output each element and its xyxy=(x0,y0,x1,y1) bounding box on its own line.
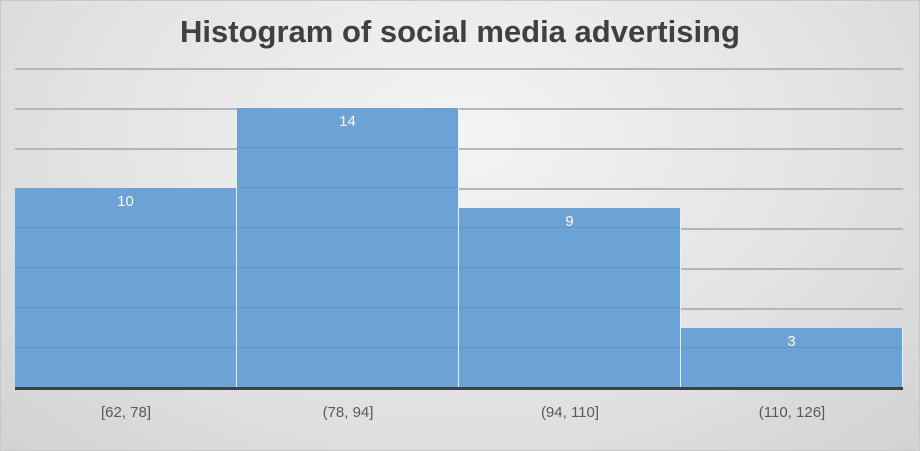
x-tick-label: (94, 110] xyxy=(540,404,600,421)
histogram-bar: 9 xyxy=(459,208,681,388)
histogram-bar: 10 xyxy=(15,188,237,388)
x-tick-label: (78, 94] xyxy=(322,404,374,421)
gridline xyxy=(237,227,458,228)
x-axis-line xyxy=(15,387,903,390)
gridline xyxy=(15,347,236,348)
gridline xyxy=(15,267,236,268)
gridline xyxy=(237,187,458,188)
gridline xyxy=(15,188,903,190)
data-label: 10 xyxy=(117,193,134,210)
x-tick-label: (110, 126] xyxy=(758,404,826,421)
data-label: 9 xyxy=(565,213,574,230)
gridline xyxy=(459,227,680,228)
x-tick-label: [62, 78] xyxy=(100,404,152,421)
gridline xyxy=(15,108,903,110)
gridline xyxy=(237,347,458,348)
gridline xyxy=(15,227,236,228)
chart-title: Histogram of social media advertising xyxy=(180,14,740,49)
gridline xyxy=(459,347,680,348)
data-label: 3 xyxy=(787,333,796,350)
histogram-bar: 14 xyxy=(237,108,459,388)
gridline xyxy=(15,68,903,70)
gridline xyxy=(237,307,458,308)
gridline xyxy=(459,267,680,268)
gridline xyxy=(459,307,680,308)
gridline xyxy=(15,307,236,308)
gridline xyxy=(15,148,903,150)
gridline xyxy=(681,347,902,348)
plot-area: 10 14 9 3 xyxy=(15,68,903,388)
gridline xyxy=(237,147,458,148)
histogram-bar: 3 xyxy=(681,328,903,388)
data-label: 14 xyxy=(339,113,356,130)
gridline xyxy=(237,267,458,268)
